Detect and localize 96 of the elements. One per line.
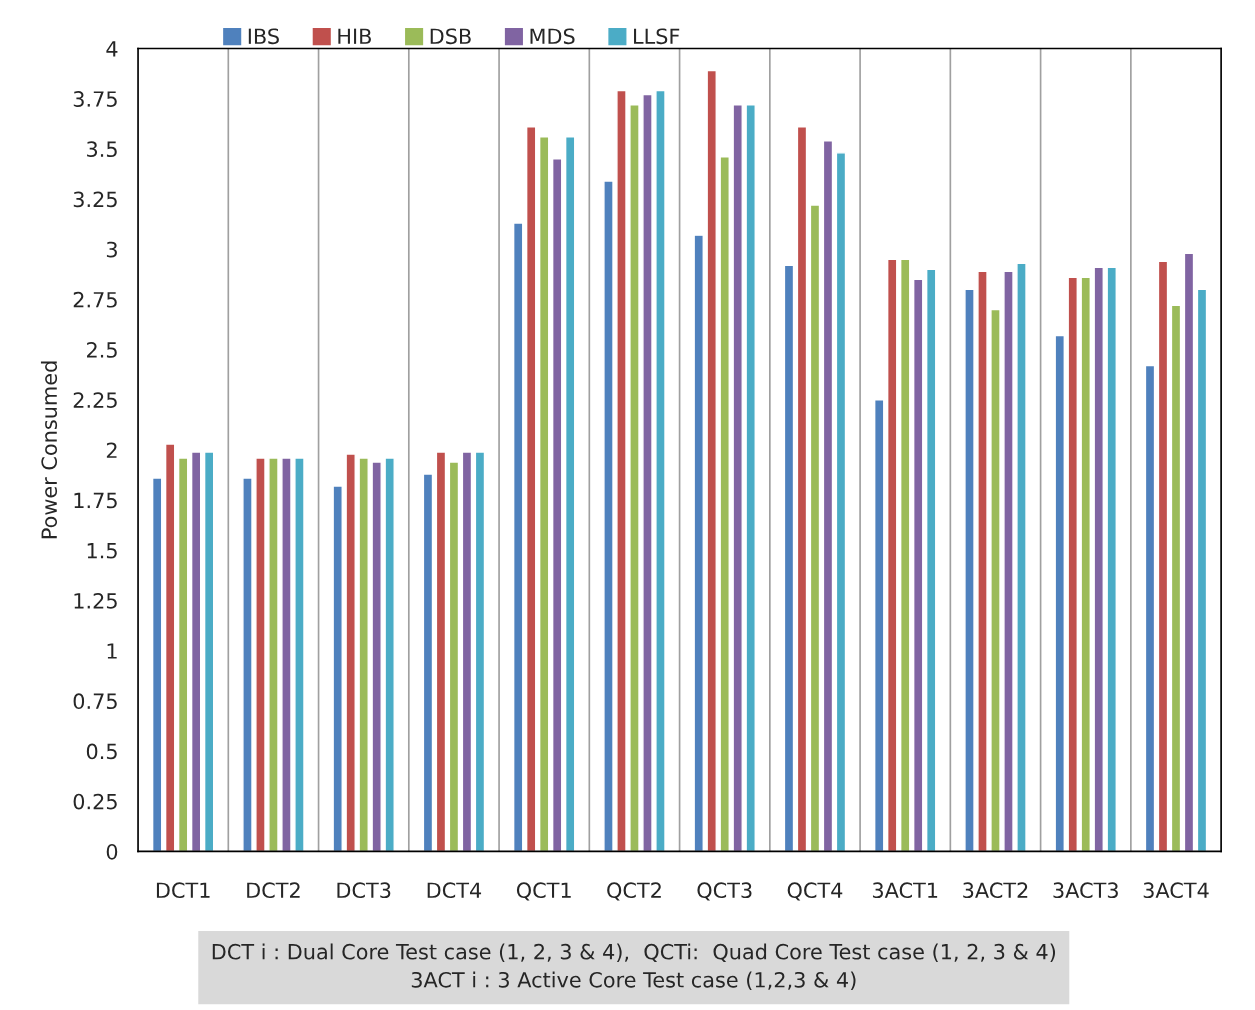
bar — [538, 136, 550, 852]
bar — [512, 222, 524, 852]
bar — [912, 278, 924, 852]
x-tick-label: QCT2 — [607, 882, 661, 901]
bar — [435, 451, 447, 852]
bar — [1144, 364, 1156, 852]
bar — [964, 288, 975, 852]
y-tick-label: 2.75 — [73, 291, 117, 308]
y-tick-label: 1.5 — [87, 543, 117, 559]
y-tick-label: 3.75 — [73, 91, 117, 107]
bar — [358, 457, 369, 852]
bar — [1003, 270, 1014, 852]
bar — [977, 270, 988, 852]
bar — [164, 443, 176, 852]
bar — [190, 451, 202, 852]
x-tick-label: DCT4 — [427, 882, 482, 899]
legend-label: DSB — [430, 28, 471, 45]
y-tick-label: 1 — [107, 643, 117, 659]
bar — [177, 457, 189, 852]
x-tick-label: DCT2 — [247, 882, 300, 899]
bar — [564, 136, 576, 852]
bar — [732, 103, 743, 852]
bar — [719, 156, 730, 852]
bar — [990, 308, 1001, 852]
bar — [422, 473, 434, 852]
bar — [448, 461, 460, 852]
x-tick-label: DCT1 — [156, 882, 210, 899]
bar — [616, 89, 627, 852]
legend-label: LLSF — [634, 28, 680, 45]
bar — [1196, 288, 1208, 852]
y-tick-label: 0.25 — [73, 793, 117, 810]
bar — [886, 258, 898, 852]
y-tick-label: 3 — [106, 241, 117, 258]
bar — [603, 180, 614, 852]
y-tick-label: 2.25 — [73, 392, 117, 408]
bar — [1067, 276, 1078, 852]
bar — [1170, 304, 1182, 852]
bar — [551, 158, 563, 852]
y-tick-label: 0 — [106, 843, 118, 860]
bar — [1157, 260, 1169, 852]
legend-label: MDS — [530, 28, 575, 45]
y-axis-title: Power Consumed — [40, 361, 58, 539]
bar — [822, 140, 834, 852]
bar — [255, 457, 266, 852]
bar — [268, 457, 279, 852]
y-tick-label: 2 — [106, 442, 117, 458]
legend-label: IBS — [248, 28, 279, 45]
bar — [693, 234, 704, 852]
bar — [294, 457, 305, 852]
y-tick-label: 1.25 — [74, 592, 117, 609]
x-tick-label: 3ACT4 — [1143, 882, 1209, 899]
x-tick-label: 3ACT3 — [1053, 882, 1118, 899]
bar — [1080, 276, 1091, 852]
text: DCT i : Dual Core Test case (1, 2, 3 & 4), QCTi: Quad Core Test case (1, 2, 3 & 4) 3ACT i : 3 Active Core Test case (1,2,3 & 4) — [212, 943, 1056, 991]
bar — [345, 453, 356, 852]
bar — [655, 89, 666, 852]
bar — [371, 461, 382, 852]
x-tick-label: QCT3 — [697, 882, 752, 901]
bar — [281, 457, 292, 852]
x-tick-label: 3ACT2 — [963, 882, 1028, 899]
bar — [899, 258, 911, 852]
x-tick-label: QCT1 — [516, 882, 571, 901]
bar — [925, 268, 937, 852]
bar — [1106, 266, 1117, 852]
bar — [203, 451, 215, 852]
bar — [1183, 252, 1195, 852]
bar — [642, 93, 653, 852]
y-tick-label: 0.75 — [73, 693, 117, 710]
y-tick-label: 3.25 — [73, 191, 117, 208]
bar — [706, 69, 717, 852]
y-tick-label: 2.5 — [87, 342, 117, 358]
bar — [1054, 334, 1065, 852]
bar — [1016, 262, 1027, 852]
bar — [783, 264, 795, 852]
bar — [332, 485, 343, 852]
bar — [384, 457, 395, 852]
bar — [809, 204, 821, 852]
x-tick-label: 3ACT1 — [872, 882, 938, 899]
y-tick-label: 3.5 — [87, 141, 117, 158]
legend-label: HIB — [338, 28, 371, 44]
bar — [835, 152, 847, 852]
bar — [461, 451, 473, 852]
y-tick-label: 4 — [106, 41, 118, 57]
bar — [873, 399, 885, 852]
bar — [1093, 266, 1104, 852]
y-tick-label: 1.75 — [74, 492, 117, 509]
bar — [242, 477, 253, 852]
bar — [745, 103, 756, 852]
x-tick-label: QCT4 — [787, 882, 843, 901]
bar — [525, 126, 537, 852]
bar — [474, 451, 486, 852]
bar — [629, 103, 640, 852]
x-tick-label: DCT3 — [337, 882, 391, 899]
bar — [796, 126, 808, 852]
y-tick-label: 0.5 — [86, 743, 117, 760]
bar — [151, 477, 163, 852]
